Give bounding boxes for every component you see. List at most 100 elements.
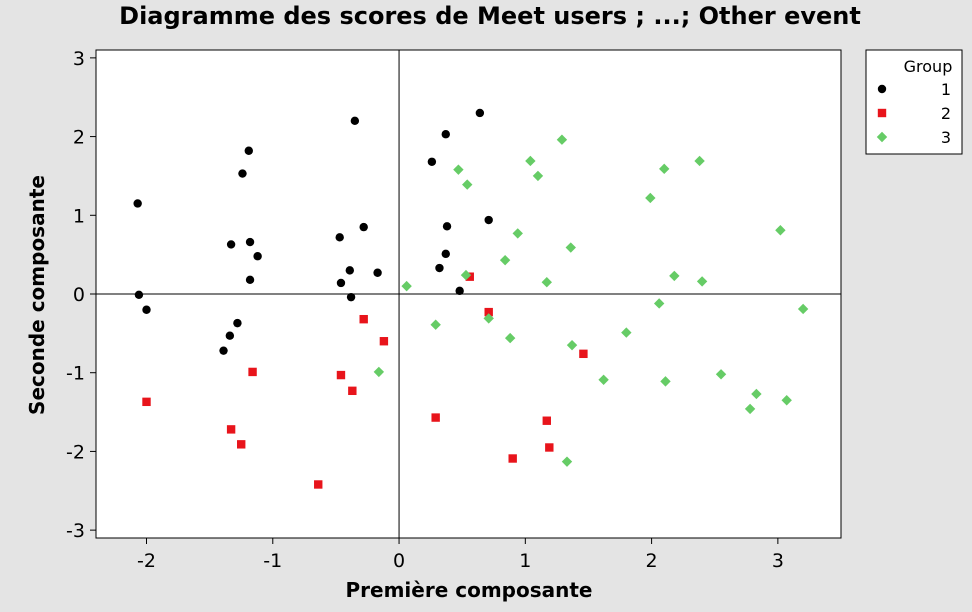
data-points bbox=[133, 108, 809, 489]
data-point-group-2 bbox=[579, 349, 588, 359]
data-point-group-3 bbox=[561, 456, 573, 467]
legend-title: Group bbox=[904, 57, 953, 76]
data-point-group-1 bbox=[238, 169, 247, 178]
data-point-group-2 bbox=[314, 480, 323, 489]
data-point-group-1 bbox=[245, 275, 255, 285]
data-point-group-3 bbox=[483, 313, 494, 324]
y-tick-label: -1 bbox=[66, 363, 85, 385]
data-point-group-2 bbox=[237, 440, 246, 449]
data-point-group-2 bbox=[142, 397, 151, 407]
data-point-group-3 bbox=[460, 269, 472, 281]
data-point-group-1 bbox=[142, 305, 151, 314]
data-point-group-3 bbox=[660, 376, 671, 387]
y-tick-label: 0 bbox=[73, 284, 85, 306]
data-point-group-2 bbox=[542, 416, 551, 425]
data-point-group-3 bbox=[751, 388, 762, 400]
data-point-group-1 bbox=[335, 233, 344, 242]
x-tick-label: 0 bbox=[393, 550, 405, 572]
data-point-group-1 bbox=[346, 292, 356, 302]
data-point-group-3 bbox=[462, 179, 473, 190]
reference-lines bbox=[96, 50, 841, 538]
data-point-group-2 bbox=[359, 314, 368, 324]
data-point-group-1 bbox=[253, 252, 262, 261]
data-point-group-1 bbox=[475, 108, 485, 118]
data-point-group-2 bbox=[226, 425, 236, 434]
data-point-group-3 bbox=[775, 225, 786, 236]
data-point-group-2 bbox=[379, 337, 389, 346]
data-point-group-2 bbox=[348, 386, 357, 396]
data-point-group-1 bbox=[484, 215, 493, 225]
data-point-group-3 bbox=[669, 270, 680, 282]
legend-label-group-1: 1 bbox=[941, 80, 951, 99]
data-point-group-3 bbox=[430, 319, 441, 330]
data-point-group-1 bbox=[359, 222, 368, 232]
data-point-group-3 bbox=[373, 366, 385, 378]
data-point-group-3 bbox=[512, 228, 523, 239]
legend-label-group-2: 2 bbox=[941, 104, 951, 123]
data-point-group-3 bbox=[715, 369, 727, 380]
data-point-group-1 bbox=[219, 346, 228, 355]
data-point-group-2 bbox=[336, 370, 346, 380]
data-point-group-3 bbox=[532, 170, 544, 182]
y-axis: 3 2 1 0 -1 -2 -3 bbox=[66, 48, 96, 542]
y-tick-label: 3 bbox=[73, 48, 85, 70]
y-tick-label: 2 bbox=[73, 127, 85, 149]
data-point-group-3 bbox=[556, 134, 568, 145]
data-point-group-1 bbox=[441, 130, 450, 139]
y-axis-label: Seconde composante bbox=[25, 175, 49, 415]
y-tick-label: -2 bbox=[66, 441, 85, 463]
data-point-group-3 bbox=[781, 395, 792, 406]
data-point-group-2 bbox=[465, 272, 474, 281]
data-point-group-3 bbox=[541, 276, 552, 288]
data-point-group-1 bbox=[442, 222, 452, 231]
x-tick-label: 3 bbox=[772, 550, 784, 572]
data-point-group-3 bbox=[696, 276, 708, 287]
data-point-group-3 bbox=[504, 332, 516, 344]
data-point-group-2 bbox=[508, 454, 517, 463]
data-point-group-3 bbox=[653, 298, 665, 309]
data-point-group-3 bbox=[499, 254, 511, 266]
data-point-group-1 bbox=[345, 266, 355, 275]
data-point-group-1 bbox=[455, 286, 464, 296]
legend: Group 1 2 3 bbox=[865, 49, 963, 155]
data-point-group-3 bbox=[797, 303, 809, 315]
data-point-group-1 bbox=[226, 240, 236, 249]
data-point-group-3 bbox=[621, 327, 632, 338]
legend-marker-group-3 bbox=[876, 131, 888, 143]
chart-title: Diagramme des scores de Meet users ; ...… bbox=[119, 2, 861, 30]
data-point-group-2 bbox=[248, 367, 257, 377]
data-point-group-1 bbox=[441, 249, 450, 259]
data-point-group-1 bbox=[134, 290, 144, 299]
data-point-group-2 bbox=[545, 443, 554, 452]
data-point-group-2 bbox=[431, 413, 440, 422]
data-point-group-1 bbox=[336, 278, 346, 288]
x-tick-label: 2 bbox=[646, 550, 658, 572]
data-point-group-1 bbox=[427, 157, 437, 166]
legend-marker-group-2 bbox=[877, 108, 887, 118]
data-point-group-1 bbox=[244, 146, 253, 155]
data-point-group-1 bbox=[435, 263, 444, 273]
data-point-group-1 bbox=[373, 268, 382, 277]
data-point-group-3 bbox=[453, 164, 464, 175]
legend-marker-group-1 bbox=[877, 84, 887, 94]
data-point-group-3 bbox=[525, 155, 536, 167]
data-point-group-3 bbox=[645, 192, 656, 204]
y-tick-label: 1 bbox=[73, 205, 85, 227]
data-point-group-3 bbox=[565, 242, 576, 253]
data-point-group-1 bbox=[233, 318, 242, 328]
x-tick-label: -1 bbox=[263, 550, 282, 572]
x-tick-label: -2 bbox=[137, 550, 156, 572]
data-point-group-1 bbox=[350, 116, 360, 126]
x-tick-label: 1 bbox=[519, 550, 531, 572]
data-point-group-1 bbox=[245, 237, 255, 247]
x-axis-label: Première composante bbox=[346, 578, 593, 602]
data-point-group-3 bbox=[659, 163, 670, 175]
legend-label-group-3: 3 bbox=[941, 128, 951, 147]
y-tick-label: -3 bbox=[66, 520, 85, 542]
data-point-group-3 bbox=[566, 339, 578, 351]
data-point-group-3 bbox=[401, 280, 412, 292]
data-point-group-1 bbox=[225, 331, 235, 340]
data-point-group-3 bbox=[598, 374, 609, 385]
x-axis: -2 -1 0 1 2 3 bbox=[137, 538, 784, 572]
